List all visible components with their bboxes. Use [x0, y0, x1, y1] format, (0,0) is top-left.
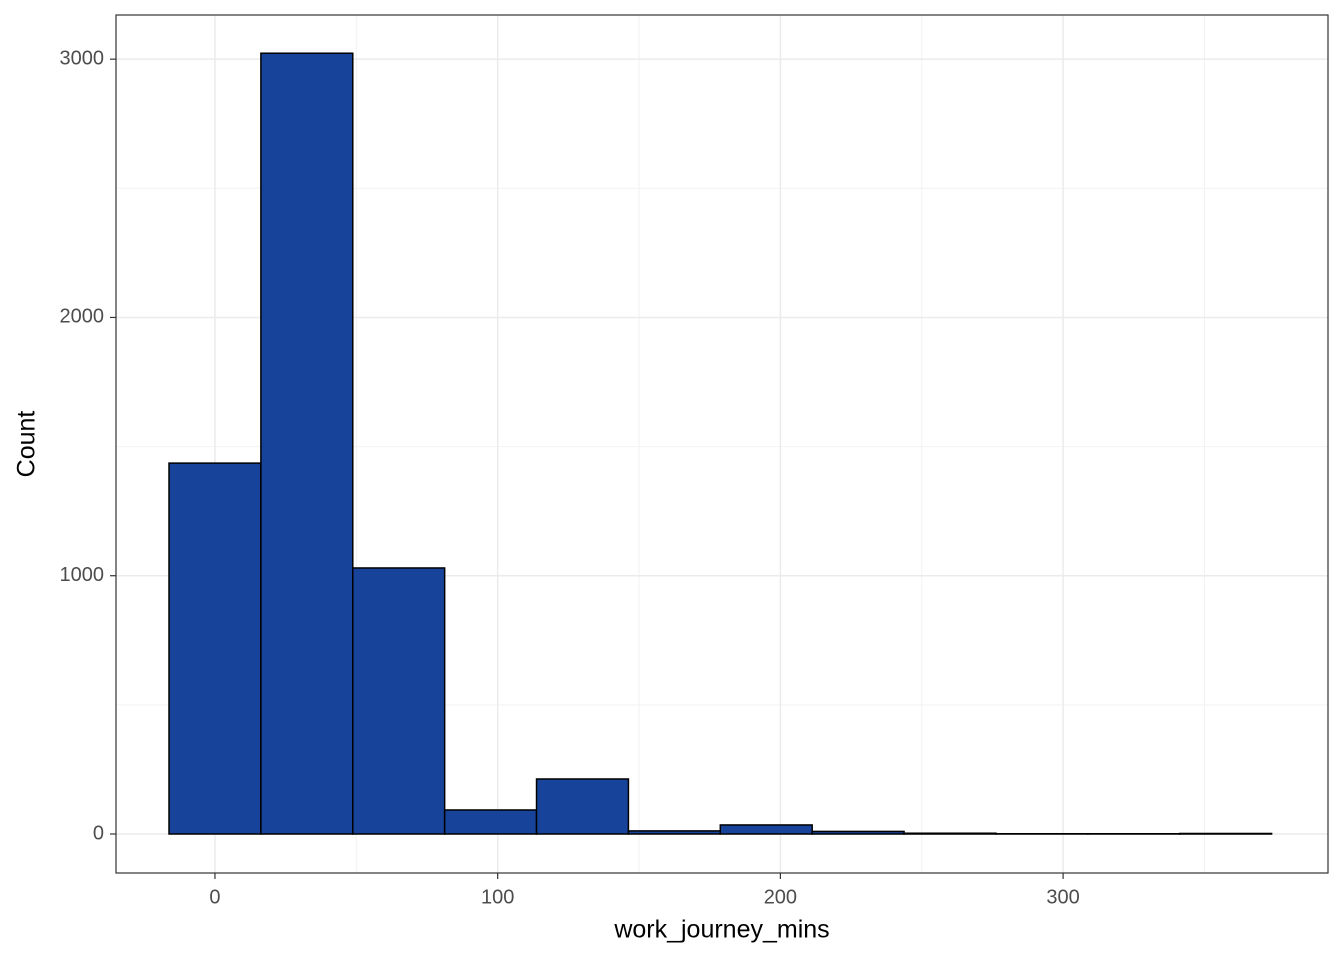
panel-border — [115, 14, 1329, 874]
y-tick-label: 2000 — [60, 306, 105, 328]
bar — [352, 567, 446, 835]
bar — [627, 830, 722, 835]
x-tick-label: 300 — [1046, 886, 1079, 908]
x-tick-label: 0 — [209, 886, 220, 908]
bar — [811, 830, 905, 835]
y-tick-label: 1000 — [60, 564, 105, 586]
bar — [1178, 832, 1273, 835]
bar — [443, 809, 538, 835]
y-tick-label: 3000 — [60, 47, 105, 69]
x-tick-label: 100 — [481, 886, 514, 908]
x-axis-title: work_journey_mins — [613, 916, 829, 944]
bar — [260, 52, 354, 835]
bar — [535, 778, 630, 835]
x-tick-label: 200 — [764, 886, 797, 908]
y-tick-label: 0 — [93, 822, 104, 844]
bar — [719, 824, 813, 835]
bar — [903, 832, 997, 835]
bar — [168, 462, 262, 835]
y-axis-title: Count — [13, 411, 41, 478]
